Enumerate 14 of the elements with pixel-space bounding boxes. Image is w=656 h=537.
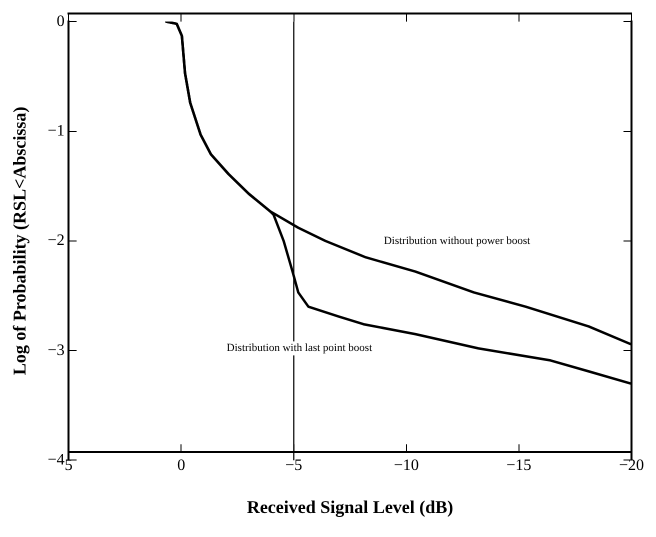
x-tick-label: −10 <box>394 457 419 474</box>
x-axis-title: Received Signal Level (dB) <box>246 496 454 517</box>
y-tick-label: 0 <box>56 12 65 30</box>
y-axis-title: Log of Probability (RSL<Abscissa) <box>9 106 30 376</box>
y-tick-label: −3 <box>48 342 65 359</box>
y-tick-label: −4 <box>48 451 65 468</box>
y-tick-label: −1 <box>48 122 65 140</box>
x-tick-label: −20 <box>618 457 644 474</box>
annotation: Distribution without power boost <box>384 234 530 247</box>
annotation: Distribution with last point boost <box>226 342 372 354</box>
x-tick-label: 0 <box>177 457 186 474</box>
x-tick-label: −5 <box>285 457 302 474</box>
x-tick-label: −15 <box>506 457 532 474</box>
y-tick-label: −2 <box>48 232 65 250</box>
